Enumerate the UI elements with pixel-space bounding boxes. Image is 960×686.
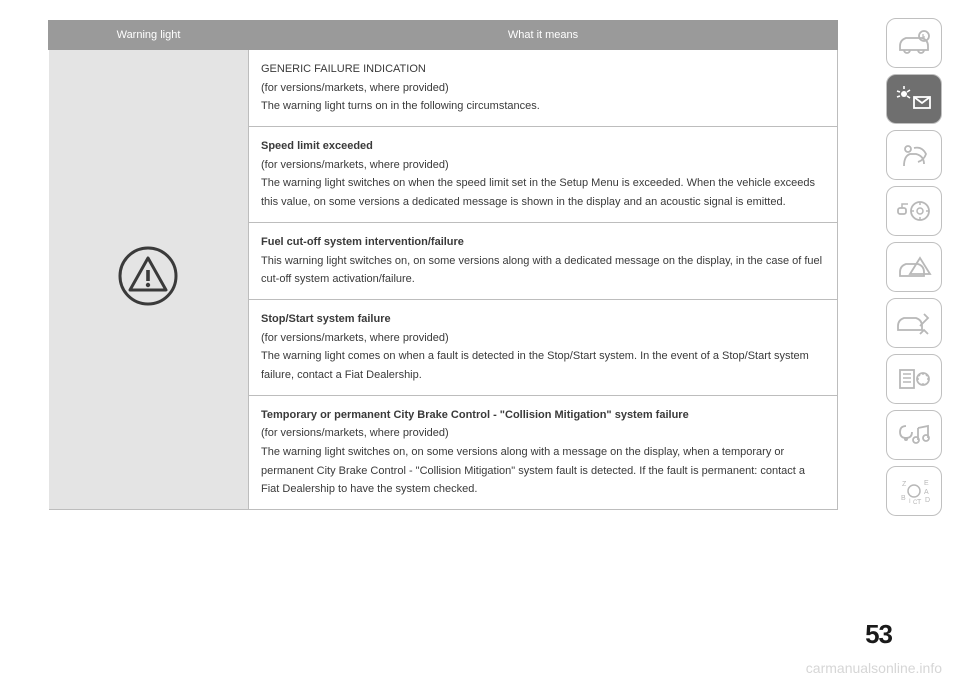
tab-warning-lights[interactable]: [886, 74, 942, 124]
section-city-brake: Temporary or permanent City Brake Contro…: [249, 395, 838, 509]
tab-index[interactable]: ZBEADICT: [886, 466, 942, 516]
tab-vehicle-info[interactable]: [886, 18, 942, 68]
section-title: Speed limit exceeded: [261, 140, 373, 152]
section-title: Stop/Start system failure: [261, 313, 391, 325]
tab-emergency[interactable]: [886, 242, 942, 292]
text-line: The warning light comes on when a fault …: [261, 347, 825, 384]
text-line: (for versions/markets, where provided): [261, 329, 825, 348]
text-line: The warning light switches on when the s…: [261, 174, 825, 211]
tab-starting[interactable]: [886, 186, 942, 236]
svg-text:I: I: [909, 499, 911, 505]
section-generic: GENERIC FAILURE INDICATION (for versions…: [249, 50, 838, 127]
warning-table-container: Warning light What it means: [48, 20, 838, 510]
text-line: GENERIC FAILURE INDICATION: [261, 60, 825, 79]
section-stop-start: Stop/Start system failure (for versions/…: [249, 299, 838, 395]
warning-icon-cell: [49, 50, 249, 510]
header-what-it-means: What it means: [249, 21, 838, 50]
text-line: (for versions/markets, where provided): [261, 79, 825, 98]
tab-multimedia[interactable]: [886, 410, 942, 460]
text-line: The warning light turns on in the follow…: [261, 97, 825, 116]
sidebar-tabs: ZBEADICT: [886, 18, 942, 516]
svg-text:E: E: [924, 480, 929, 487]
section-title: Temporary or permanent City Brake Contro…: [261, 409, 689, 421]
text-line: (for versions/markets, where provided): [261, 424, 825, 443]
section-title: Fuel cut-off system intervention/failure: [261, 236, 464, 248]
warning-table: Warning light What it means: [48, 20, 838, 510]
watermark: carmanualsonline.info: [806, 660, 942, 676]
svg-text:B: B: [901, 495, 906, 502]
svg-text:T: T: [917, 499, 922, 506]
tab-specs[interactable]: [886, 354, 942, 404]
header-warning-light: Warning light: [49, 21, 249, 50]
tab-maintenance[interactable]: [886, 298, 942, 348]
text-line: The warning light switches on, on some v…: [261, 443, 825, 499]
text-line: (for versions/markets, where provided): [261, 156, 825, 175]
svg-text:D: D: [925, 497, 930, 504]
section-fuel-cutoff: Fuel cut-off system intervention/failure…: [249, 222, 838, 299]
generic-failure-icon: [116, 244, 180, 315]
page-number: 53: [865, 619, 892, 650]
text-line: This warning light switches on, on some …: [261, 252, 825, 289]
svg-text:Z: Z: [902, 481, 907, 488]
tab-safety[interactable]: [886, 130, 942, 180]
svg-text:A: A: [924, 489, 929, 496]
section-speed-limit: Speed limit exceeded (for versions/marke…: [249, 127, 838, 223]
